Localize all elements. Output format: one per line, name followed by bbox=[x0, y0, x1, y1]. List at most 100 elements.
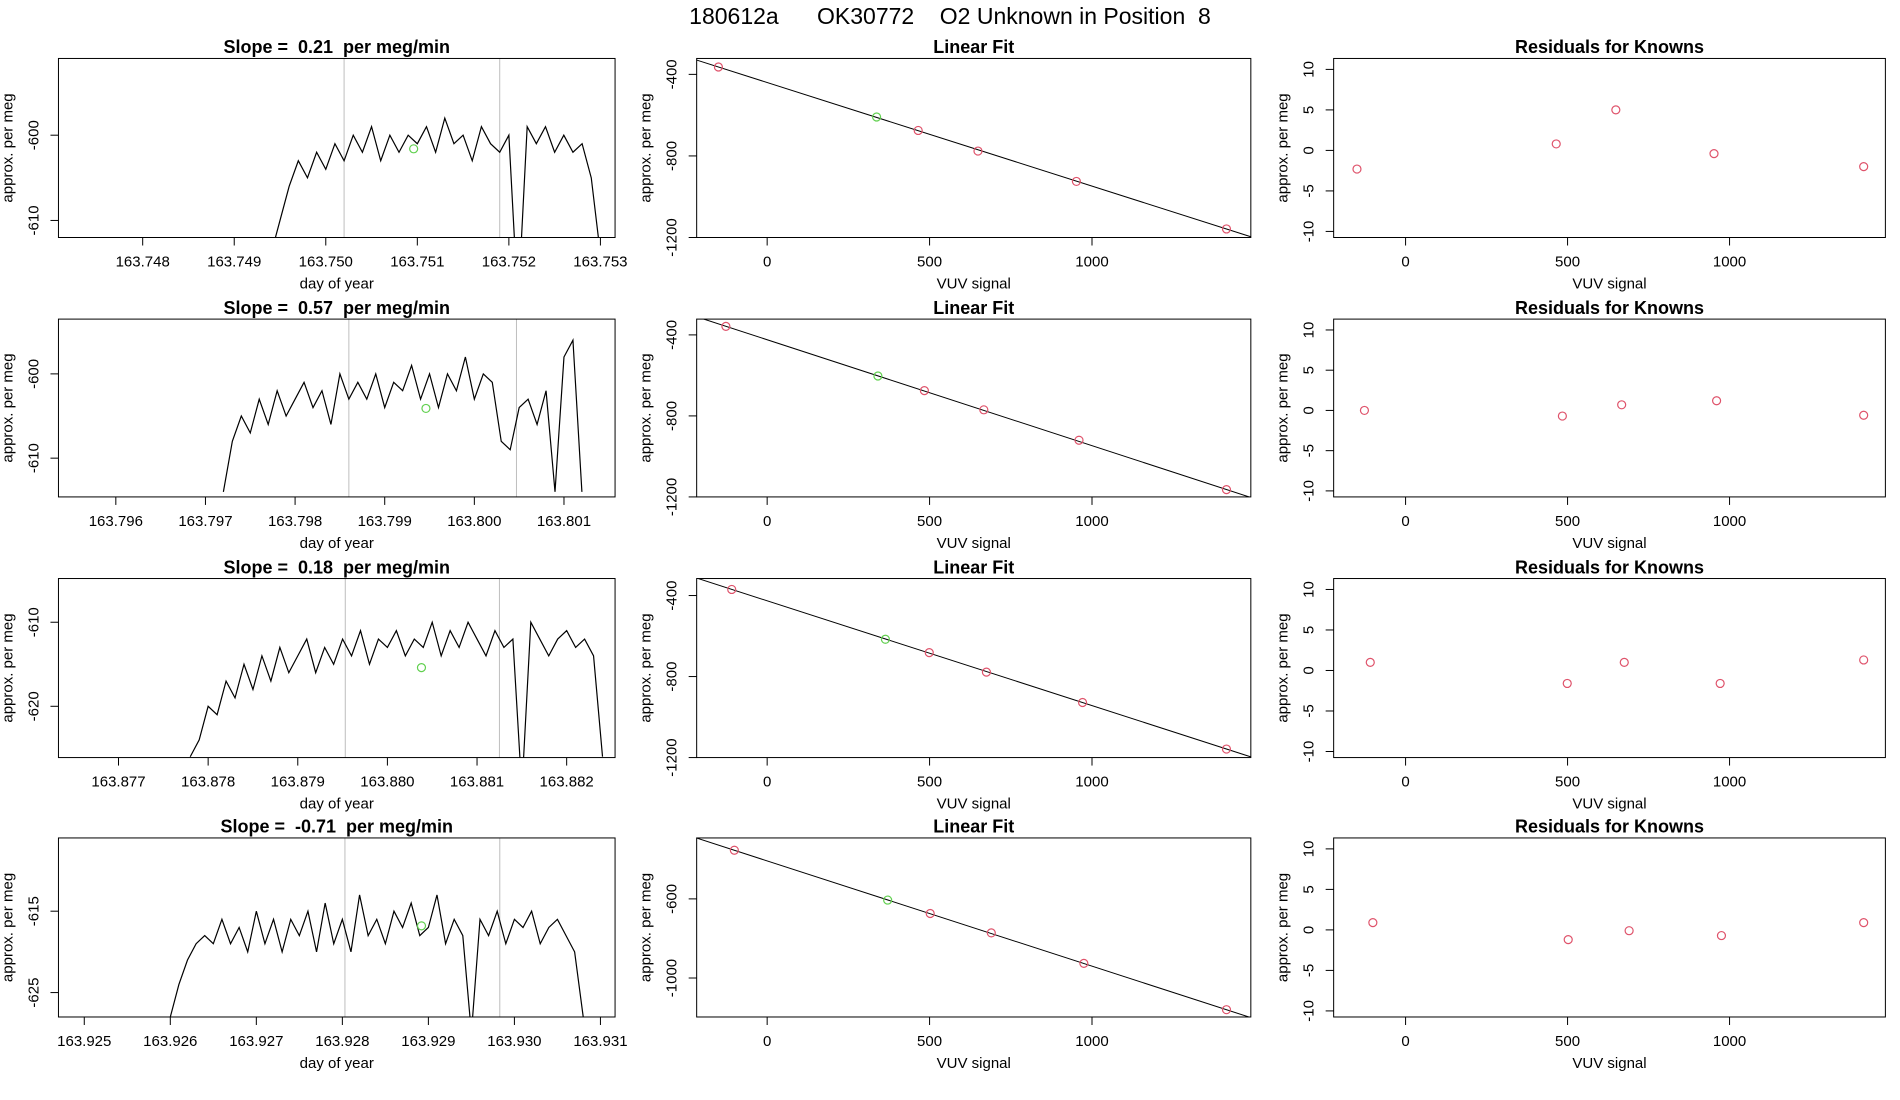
y-axis-label: approx. per meg bbox=[638, 93, 655, 202]
y-tick-label: -800 bbox=[664, 141, 681, 171]
plot-frame bbox=[57, 318, 616, 498]
fit-line bbox=[696, 578, 1251, 758]
highlight-point bbox=[872, 112, 882, 122]
x-tick-label: 0 bbox=[763, 774, 771, 791]
y-tick-label: -1200 bbox=[664, 738, 681, 776]
y-tick-label: 0 bbox=[1301, 666, 1318, 674]
x-tick-label: 500 bbox=[1555, 1033, 1580, 1050]
plot-frame bbox=[696, 837, 1252, 1018]
x-tick-label: 163.879 bbox=[271, 774, 325, 791]
panel-title: Residuals for Knowns bbox=[1515, 557, 1704, 577]
y-tick-label: -800 bbox=[664, 401, 681, 431]
y-tick-label: -610 bbox=[25, 607, 42, 637]
data-point bbox=[925, 908, 935, 919]
x-tick-label: 163.798 bbox=[268, 513, 322, 530]
x-tick-label: 163.926 bbox=[143, 1033, 197, 1050]
panel-title: Linear Fit bbox=[933, 817, 1014, 837]
plot-frame bbox=[696, 57, 1252, 239]
plot-area bbox=[189, 578, 604, 758]
y-tick-label: -600 bbox=[25, 359, 42, 389]
plot-area bbox=[696, 59, 1251, 238]
y-tick-label: 0 bbox=[1301, 406, 1318, 414]
x-tick-label: 1000 bbox=[1075, 774, 1108, 791]
data-line bbox=[189, 620, 604, 758]
panel-title: Residuals for Knowns bbox=[1515, 817, 1704, 837]
highlight-point bbox=[416, 921, 427, 931]
data-point bbox=[1709, 149, 1719, 159]
x-tick-label: 0 bbox=[763, 513, 771, 530]
x-axis-label: VUV signal bbox=[1572, 1055, 1646, 1072]
x-tick-label: 163.751 bbox=[390, 253, 444, 270]
y-axis-label: approx. per meg bbox=[0, 353, 16, 462]
x-tick-label: 1000 bbox=[1713, 1033, 1746, 1050]
y-tick-label: -5 bbox=[1301, 964, 1318, 977]
x-tick-label: 1000 bbox=[1075, 253, 1108, 270]
x-tick-label: 0 bbox=[1401, 253, 1409, 270]
main-title: 180612a OK30772 O2 Unknown in Position 8 bbox=[689, 3, 1211, 29]
x-axis-label: day of year bbox=[300, 1055, 374, 1072]
fit-line bbox=[702, 319, 1251, 497]
plot-area bbox=[222, 319, 583, 497]
x-tick-label: 163.880 bbox=[360, 774, 414, 791]
data-point bbox=[1352, 164, 1362, 174]
panel: Residuals for Knowns VUV signal approx. pe… bbox=[1275, 298, 1886, 552]
panel: Residuals for Knowns VUV signal approx. pe… bbox=[1275, 557, 1886, 813]
y-tick-label: -400 bbox=[664, 320, 681, 350]
panel-title: Slope = 0.18 per meg/min bbox=[223, 557, 450, 577]
x-tick-label: 500 bbox=[917, 1033, 942, 1050]
y-tick-label: 5 bbox=[1301, 106, 1318, 114]
data-point bbox=[1624, 926, 1634, 936]
x-tick-label: 0 bbox=[1401, 1033, 1409, 1050]
x-tick-label: 1000 bbox=[1075, 1033, 1108, 1050]
plot-frame bbox=[57, 837, 616, 1018]
data-line bbox=[222, 338, 583, 492]
y-tick-label: -600 bbox=[664, 884, 681, 914]
x-axis-label: VUV signal bbox=[937, 275, 1011, 292]
data-line bbox=[274, 116, 599, 238]
data-point bbox=[1859, 918, 1869, 928]
x-axis-label: VUV signal bbox=[937, 1055, 1011, 1072]
x-tick-label: 0 bbox=[1401, 774, 1409, 791]
x-axis-label: VUV signal bbox=[1572, 275, 1646, 292]
x-tick-label: 163.750 bbox=[299, 253, 353, 270]
x-tick-label: 163.929 bbox=[401, 1033, 455, 1050]
data-point bbox=[1074, 435, 1084, 445]
y-axis-label: approx. per meg bbox=[638, 353, 655, 462]
data-point bbox=[1859, 410, 1869, 420]
y-tick-label: 10 bbox=[1301, 841, 1318, 858]
plot-frame bbox=[1333, 57, 1886, 239]
panel: Linear Fit VUV signal approx. per meg 0 500 1… bbox=[638, 817, 1252, 1072]
plot-frame bbox=[1333, 837, 1886, 1018]
y-tick-label: 0 bbox=[1301, 926, 1318, 934]
plot-area bbox=[1365, 655, 1869, 689]
data-point bbox=[1077, 697, 1088, 708]
x-tick-label: 500 bbox=[917, 513, 942, 530]
data-point bbox=[1619, 657, 1629, 667]
y-axis-label: approx. per meg bbox=[1275, 613, 1292, 722]
plot-area bbox=[1352, 105, 1869, 174]
x-tick-label: 163.752 bbox=[482, 253, 536, 270]
data-point bbox=[973, 146, 983, 156]
data-point bbox=[1617, 400, 1627, 410]
y-axis-label: approx. per meg bbox=[638, 873, 655, 982]
y-tick-label: 10 bbox=[1301, 322, 1318, 339]
data-point bbox=[1859, 655, 1869, 665]
y-tick-label: -1200 bbox=[664, 478, 681, 516]
y-axis-label: approx. per meg bbox=[1275, 353, 1292, 462]
data-point bbox=[919, 385, 929, 396]
highlight-point bbox=[421, 403, 431, 414]
y-tick-label: -610 bbox=[25, 205, 42, 235]
data-point bbox=[1557, 411, 1567, 421]
data-point bbox=[721, 321, 731, 331]
x-tick-label: 163.749 bbox=[207, 253, 261, 270]
y-axis-label: approx. per meg bbox=[0, 613, 16, 722]
x-tick-label: 1000 bbox=[1713, 513, 1746, 530]
panel-title: Linear Fit bbox=[933, 37, 1014, 57]
y-axis-label: approx. per meg bbox=[1275, 93, 1292, 202]
x-axis-label: day of year bbox=[300, 275, 374, 292]
data-point bbox=[1711, 396, 1722, 406]
y-axis-label: approx. per meg bbox=[638, 613, 655, 722]
data-point bbox=[1221, 485, 1232, 495]
